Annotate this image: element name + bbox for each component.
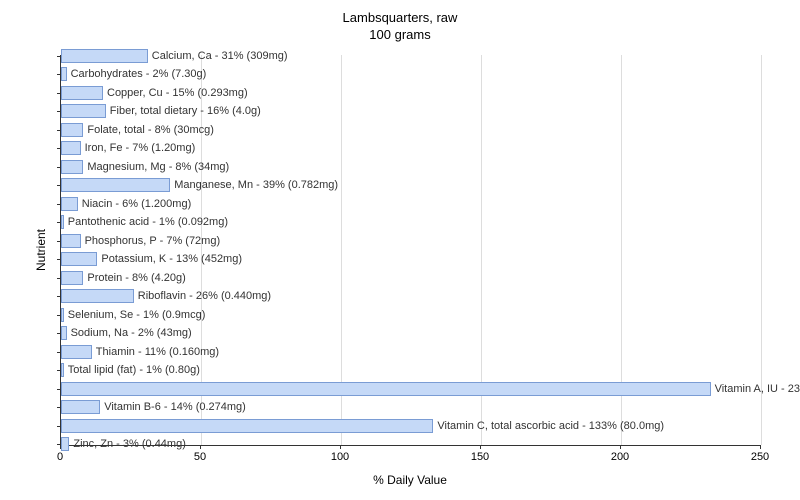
nutrient-label: Total lipid (fat) - 1% (0.80g) <box>64 363 200 377</box>
nutrient-bar <box>61 104 106 118</box>
x-tick-label: 50 <box>194 451 206 463</box>
nutrient-bar <box>61 419 433 433</box>
bar-row: Manganese, Mn - 39% (0.782mg) <box>61 178 761 192</box>
plot-area: Calcium, Ca - 31% (309mg)Carbohydrates -… <box>60 55 761 446</box>
nutrient-label: Potassium, K - 13% (452mg) <box>97 252 242 266</box>
bar-row: Vitamin C, total ascorbic acid - 133% (8… <box>61 419 761 433</box>
nutrient-bar <box>61 160 83 174</box>
nutrient-label: Fiber, total dietary - 16% (4.0g) <box>106 104 261 118</box>
title-line-1: Lambsquarters, raw <box>0 10 800 27</box>
nutrient-bar <box>61 382 711 396</box>
x-tick-label: 100 <box>331 451 349 463</box>
nutrient-label: Vitamin A, IU - 232% (11600IU) <box>711 382 800 396</box>
nutrient-bar <box>61 234 81 248</box>
x-axis-label: % Daily Value <box>373 473 447 487</box>
bar-row: Protein - 8% (4.20g) <box>61 271 761 285</box>
nutrient-label: Iron, Fe - 7% (1.20mg) <box>81 141 196 155</box>
nutrient-label: Carbohydrates - 2% (7.30g) <box>67 67 207 81</box>
x-tick-label: 0 <box>57 451 63 463</box>
nutrient-label: Folate, total - 8% (30mcg) <box>83 123 214 137</box>
x-tick-label: 200 <box>611 451 629 463</box>
bar-row: Fiber, total dietary - 16% (4.0g) <box>61 104 761 118</box>
bar-row: Sodium, Na - 2% (43mg) <box>61 326 761 340</box>
x-tick <box>480 445 481 449</box>
nutrient-bar <box>61 437 69 451</box>
bar-row: Carbohydrates - 2% (7.30g) <box>61 67 761 81</box>
nutrient-label: Protein - 8% (4.20g) <box>83 271 185 285</box>
bar-row: Total lipid (fat) - 1% (0.80g) <box>61 363 761 377</box>
nutrient-chart: Lambsquarters, raw 100 grams Nutrient Ca… <box>0 0 800 500</box>
title-line-2: 100 grams <box>0 27 800 44</box>
nutrient-bar <box>61 141 81 155</box>
nutrient-label: Sodium, Na - 2% (43mg) <box>67 326 192 340</box>
bar-row: Calcium, Ca - 31% (309mg) <box>61 49 761 63</box>
x-tick-label: 250 <box>751 451 769 463</box>
bar-row: Iron, Fe - 7% (1.20mg) <box>61 141 761 155</box>
bar-row: Magnesium, Mg - 8% (34mg) <box>61 160 761 174</box>
nutrient-label: Calcium, Ca - 31% (309mg) <box>148 49 288 63</box>
bar-row: Riboflavin - 26% (0.440mg) <box>61 289 761 303</box>
bar-row: Phosphorus, P - 7% (72mg) <box>61 234 761 248</box>
x-tick <box>60 445 61 449</box>
nutrient-bar <box>61 400 100 414</box>
x-tick-label: 150 <box>471 451 489 463</box>
nutrient-label: Manganese, Mn - 39% (0.782mg) <box>170 178 338 192</box>
nutrient-label: Pantothenic acid - 1% (0.092mg) <box>64 215 228 229</box>
bar-row: Copper, Cu - 15% (0.293mg) <box>61 86 761 100</box>
nutrient-bar <box>61 197 78 211</box>
bar-row: Vitamin B-6 - 14% (0.274mg) <box>61 400 761 414</box>
nutrient-label: Magnesium, Mg - 8% (34mg) <box>83 160 229 174</box>
nutrient-label: Phosphorus, P - 7% (72mg) <box>81 234 221 248</box>
nutrient-label: Thiamin - 11% (0.160mg) <box>92 345 219 359</box>
nutrient-label: Copper, Cu - 15% (0.293mg) <box>103 86 248 100</box>
x-tick <box>760 445 761 449</box>
nutrient-bar <box>61 271 83 285</box>
nutrient-label: Selenium, Se - 1% (0.9mcg) <box>64 308 206 322</box>
nutrient-label: Vitamin B-6 - 14% (0.274mg) <box>100 400 246 414</box>
x-tick <box>620 445 621 449</box>
nutrient-label: Niacin - 6% (1.200mg) <box>78 197 191 211</box>
bar-row: Niacin - 6% (1.200mg) <box>61 197 761 211</box>
y-axis-label: Nutrient <box>34 229 48 271</box>
nutrient-bar <box>61 289 134 303</box>
bar-row: Potassium, K - 13% (452mg) <box>61 252 761 266</box>
nutrient-bar <box>61 178 170 192</box>
x-tick <box>200 445 201 449</box>
nutrient-bar <box>61 345 92 359</box>
nutrient-label: Zinc, Zn - 3% (0.44mg) <box>69 437 185 451</box>
chart-title: Lambsquarters, raw 100 grams <box>0 0 800 44</box>
bar-row: Folate, total - 8% (30mcg) <box>61 123 761 137</box>
nutrient-label: Riboflavin - 26% (0.440mg) <box>134 289 271 303</box>
bar-row: Thiamin - 11% (0.160mg) <box>61 345 761 359</box>
nutrient-bar <box>61 86 103 100</box>
bar-row: Zinc, Zn - 3% (0.44mg) <box>61 437 761 451</box>
nutrient-bar <box>61 252 97 266</box>
x-tick <box>340 445 341 449</box>
bar-row: Pantothenic acid - 1% (0.092mg) <box>61 215 761 229</box>
nutrient-label: Vitamin C, total ascorbic acid - 133% (8… <box>433 419 664 433</box>
bar-row: Selenium, Se - 1% (0.9mcg) <box>61 308 761 322</box>
nutrient-bar <box>61 123 83 137</box>
nutrient-bar <box>61 49 148 63</box>
bar-row: Vitamin A, IU - 232% (11600IU) <box>61 382 761 396</box>
